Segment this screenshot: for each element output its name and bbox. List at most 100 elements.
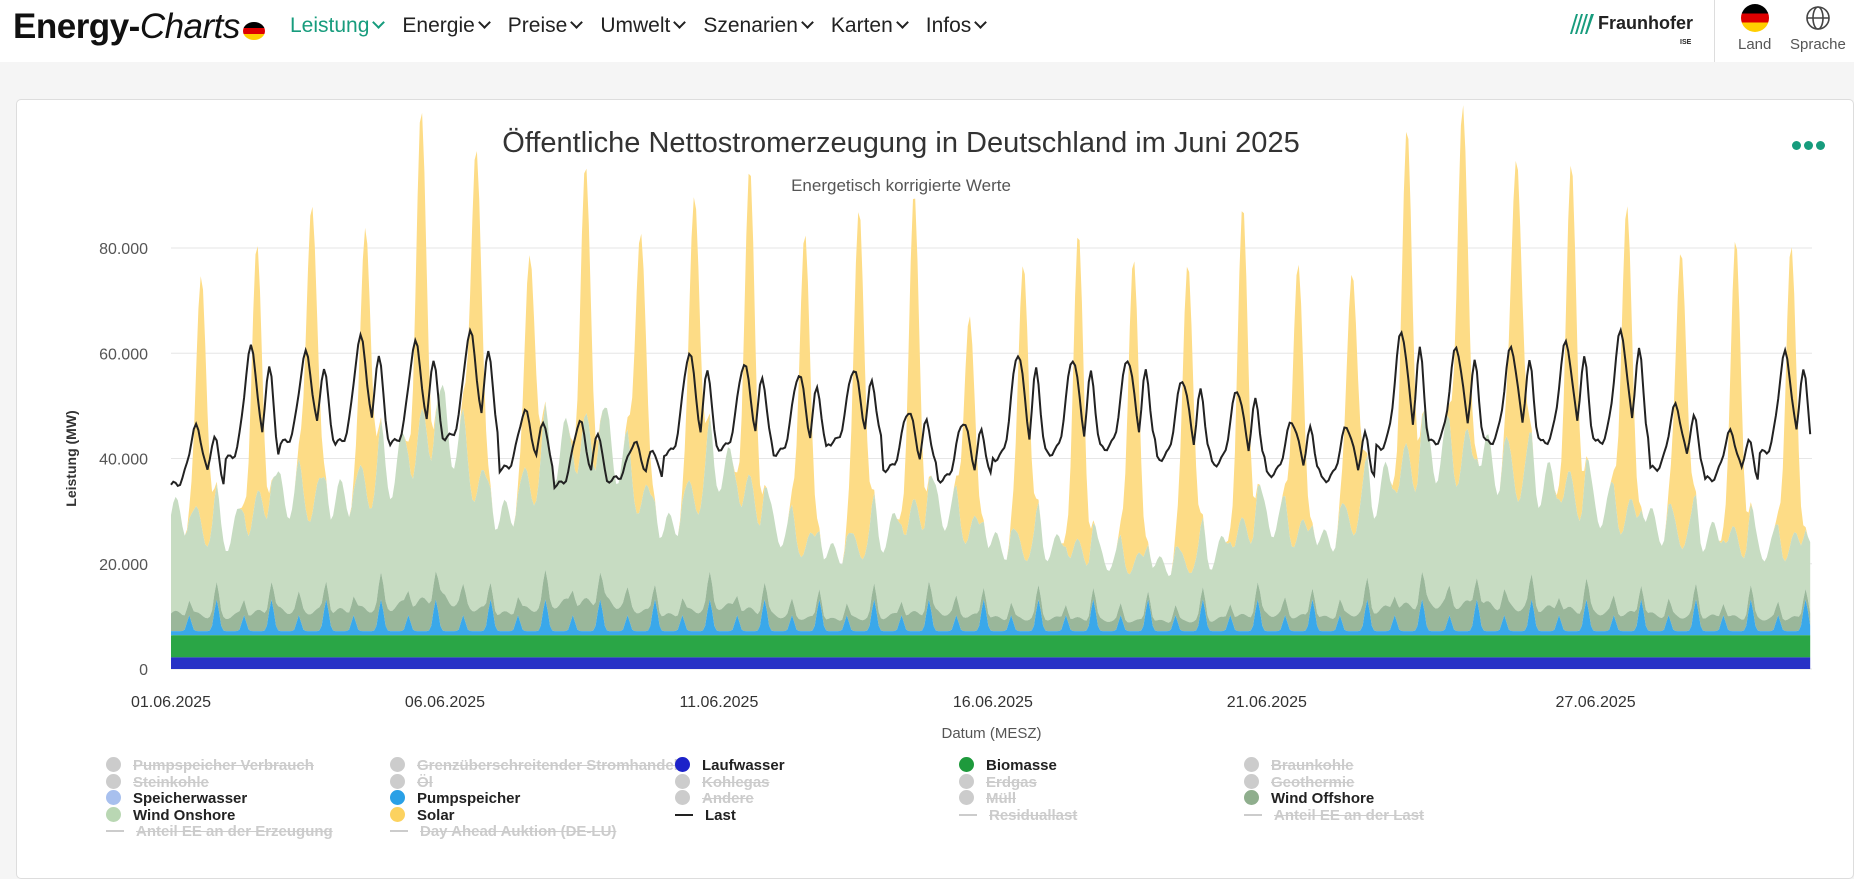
nav-item-label: Karten: [830, 14, 893, 37]
y-tick-label: 0: [139, 662, 148, 679]
legend-label: Erdgas: [986, 773, 1037, 791]
legend-label: Last: [705, 806, 736, 824]
pumpspeicher-area: [171, 599, 1811, 636]
legend-marker: [106, 790, 121, 805]
legend-label: Geothermie: [1271, 773, 1355, 791]
y-axis-label: Leistung (MW): [63, 410, 79, 506]
legend-item-pumpspeicher[interactable]: Pumpspeicher: [390, 790, 520, 807]
more-dots-icon: [1792, 140, 1801, 150]
fraunhofer-ise-label: ISE: [1680, 39, 1692, 46]
globe-icon: [1806, 6, 1830, 30]
x-tick-label: 06.06.2025: [405, 694, 485, 711]
legend-item-andere[interactable]: Andere: [675, 790, 754, 807]
x-tick-label: 01.06.2025: [131, 694, 211, 711]
legend-label: Braunkohle: [1271, 757, 1354, 774]
legend-label: Pumpspeicher: [417, 790, 521, 807]
nav-item-label: Leistung: [290, 14, 370, 37]
chart-title: Öffentliche Nettostromerzeugung in Deuts…: [502, 127, 1300, 159]
legend-item--l[interactable]: Öl: [390, 773, 433, 791]
nav-item-infos[interactable]: Infos: [926, 14, 988, 38]
legend-item-wind-onshore[interactable]: Wind Onshore: [106, 806, 236, 824]
legend-item-laufwasser[interactable]: Laufwasser: [675, 757, 785, 774]
legend-marker: [390, 790, 405, 805]
biomasse-area: [171, 635, 1811, 658]
nav-item-umwelt[interactable]: Umwelt: [600, 14, 687, 38]
x-tick-label: 21.06.2025: [1227, 694, 1307, 711]
legend-marker: [675, 813, 693, 816]
legend-label: Öl: [417, 773, 433, 791]
legend-marker: [1244, 757, 1259, 772]
legend-marker: [390, 830, 408, 832]
legend-marker: [675, 757, 690, 772]
legend-item-grenz-berschreitender-stromhandel[interactable]: Grenzüberschreitender Stromhandel: [390, 757, 678, 774]
legend-label: Pumpspeicher Verbrauch: [133, 757, 314, 774]
legend-marker: [106, 773, 121, 789]
legend-item-m-ll[interactable]: Müll: [959, 790, 1016, 807]
legend-item-residuallast[interactable]: Residuallast: [959, 807, 1077, 824]
country-selector-button[interactable]: Land: [1738, 4, 1771, 53]
legend-marker: [390, 806, 405, 822]
nav-item-preise[interactable]: Preise: [508, 14, 584, 38]
legend-item-pumpspeicher-verbrauch[interactable]: Pumpspeicher Verbrauch: [106, 757, 314, 774]
main-menu: Leistung Energie Preise Umwelt Szenarien Kart…: [290, 14, 1004, 38]
nav-item-energie[interactable]: Energie: [402, 14, 491, 38]
legend-item-anteil-ee-an-der-last[interactable]: Anteil EE an der Last: [1244, 807, 1424, 824]
country-label: Land: [1738, 36, 1772, 53]
legend-item-braunkohle[interactable]: Braunkohle: [1244, 757, 1354, 774]
chart-subtitle: Energetisch korrigierte Werte: [791, 176, 1011, 195]
legend-marker: [1244, 813, 1262, 816]
legend-item-last[interactable]: Last: [675, 807, 736, 824]
nav-item-szenarien[interactable]: Szenarien: [703, 14, 814, 38]
legend-label: Grenzüberschreitender Stromhandel: [417, 757, 678, 774]
legend-label: Wind Onshore: [133, 806, 236, 824]
energy-charts-logo[interactable]: Energy-Charts: [13, 7, 265, 47]
legend-label: Kohlegas: [702, 773, 770, 791]
legend-label: Speicherwasser: [133, 790, 248, 807]
legend-item-geothermie[interactable]: Geothermie: [1244, 773, 1355, 791]
legend-item-day-ahead-auktion-de-lu-[interactable]: Day Ahead Auktion (DE-LU): [390, 823, 616, 840]
y-tick-label: 60.000: [99, 346, 148, 363]
last-line: [170, 326, 1812, 491]
language-selector-button[interactable]: Sprache: [1790, 4, 1846, 53]
legend-marker: [675, 773, 690, 789]
legend-marker: [959, 757, 974, 772]
legend-marker: [1244, 773, 1259, 789]
chart-menu-button[interactable]: [1792, 132, 1826, 158]
legend-label: Day Ahead Auktion (DE-LU): [420, 823, 617, 840]
fraunhofer-logo[interactable]: Fraunhofer ISE: [1570, 12, 1700, 48]
legend-marker: [675, 790, 690, 805]
more-dot: [1816, 140, 1825, 150]
legend-marker: [959, 773, 974, 789]
legend-item-solar[interactable]: Solar: [390, 806, 455, 824]
x-tick-label: 27.06.2025: [1556, 694, 1636, 711]
germany-flag-icon: [1740, 4, 1769, 32]
laufwasser-area: [171, 657, 1811, 669]
legend-item-steinkohle[interactable]: Steinkohle: [106, 773, 209, 791]
power-generation-chart[interactable]: 0 20.000 40.000 60.000 80.000 01.06.2025 06.06…: [0, 0, 1854, 858]
y-tick-label: 40.000: [99, 452, 148, 469]
legend-item-anteil-ee-an-der-erzeugung[interactable]: Anteil EE an der Erzeugung: [106, 823, 333, 840]
legend-label: Anteil EE an der Erzeugung: [136, 823, 333, 840]
legend-marker: [106, 757, 121, 772]
language-label: Sprache: [1790, 36, 1846, 53]
legend-marker: [1244, 790, 1259, 805]
nav-item-leistung[interactable]: Leistung: [290, 14, 386, 38]
legend-label: Anteil EE an der Last: [1274, 806, 1425, 824]
legend-item-kohlegas[interactable]: Kohlegas: [675, 773, 770, 791]
top-navigation-bar: Energy-Charts Leistung Energie Preise Umwel…: [0, 0, 1854, 62]
y-tick-label: 20.000: [99, 557, 148, 574]
legend-item-wind-offshore[interactable]: Wind Offshore: [1244, 790, 1374, 807]
x-tick-label: 11.06.2025: [679, 694, 758, 711]
legend-item-erdgas[interactable]: Erdgas: [959, 773, 1037, 791]
legend-marker: [390, 773, 405, 789]
legend-marker: [106, 806, 121, 822]
legend-label: Steinkohle: [133, 773, 209, 791]
nav-item-karten[interactable]: Karten: [830, 14, 909, 38]
wind-offshore-area: [171, 569, 1811, 632]
solar-area: [171, 105, 1811, 577]
y-tick-label: 80.000: [99, 241, 148, 258]
legend-marker: [959, 813, 977, 816]
nav-item-label: Szenarien: [703, 14, 798, 37]
legend-item-biomasse[interactable]: Biomasse: [959, 757, 1057, 774]
legend-item-speicherwasser[interactable]: Speicherwasser: [106, 790, 247, 807]
